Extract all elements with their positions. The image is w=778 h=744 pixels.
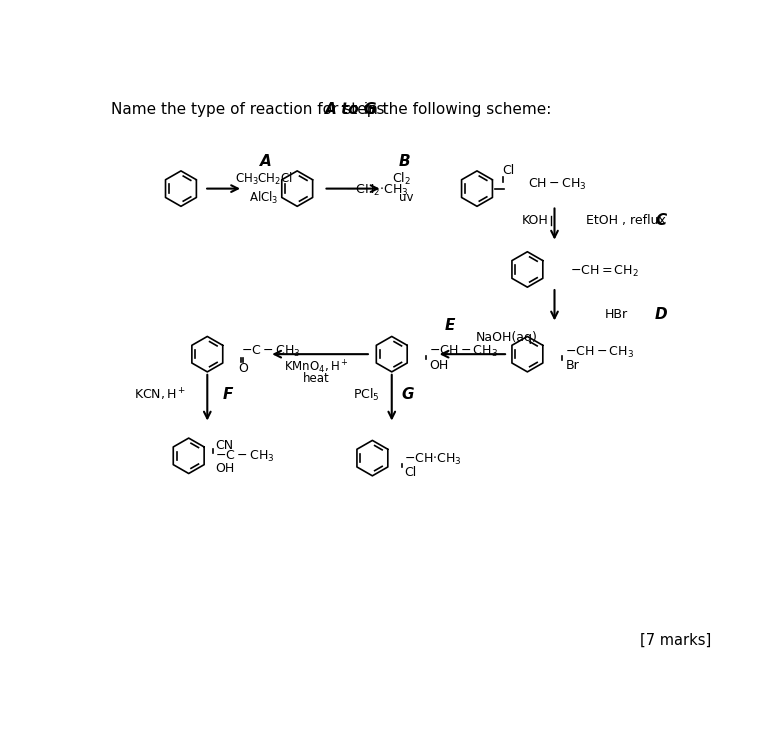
Text: $\mathregular{-CH{\cdot}CH_3}$: $\mathregular{-CH{\cdot}CH_3}$ — [404, 452, 462, 467]
Text: KOH: KOH — [521, 214, 548, 227]
Text: B: B — [399, 154, 411, 169]
Text: OH: OH — [215, 461, 234, 475]
Text: $\mathregular{CH-CH_3}$: $\mathregular{CH-CH_3}$ — [528, 177, 587, 192]
Text: D: D — [655, 307, 668, 321]
Text: C: C — [656, 213, 667, 228]
Text: G: G — [401, 388, 413, 403]
Text: Cl: Cl — [503, 164, 515, 177]
Text: in the following scheme:: in the following scheme: — [359, 102, 552, 117]
Text: CN: CN — [215, 438, 233, 452]
Text: [7 marks]: [7 marks] — [640, 633, 711, 648]
Text: Br: Br — [566, 359, 579, 372]
Text: $\mathregular{-C-CH_3}$: $\mathregular{-C-CH_3}$ — [215, 449, 275, 464]
Text: Name the type of reaction for steps: Name the type of reaction for steps — [111, 102, 390, 117]
Text: heat: heat — [303, 372, 330, 385]
Text: $\mathregular{KCN,H^+}$: $\mathregular{KCN,H^+}$ — [135, 387, 187, 403]
Text: E: E — [445, 318, 455, 333]
Text: $\mathregular{KMnO_4,H^+}$: $\mathregular{KMnO_4,H^+}$ — [284, 359, 349, 376]
Text: EtOH , reflux: EtOH , reflux — [586, 214, 665, 227]
Text: $\mathregular{Cl_2}$: $\mathregular{Cl_2}$ — [392, 170, 412, 187]
Text: $\mathregular{-CH-CH_3}$: $\mathregular{-CH-CH_3}$ — [566, 345, 634, 360]
Text: F: F — [223, 388, 233, 403]
Text: Cl: Cl — [404, 466, 416, 479]
Text: HBr: HBr — [605, 307, 628, 321]
Text: $\mathregular{-C-CH_3}$: $\mathregular{-C-CH_3}$ — [241, 344, 301, 359]
Text: $\mathregular{-CH-CH_3}$: $\mathregular{-CH-CH_3}$ — [429, 344, 498, 359]
Text: O: O — [238, 362, 248, 374]
Text: $\mathregular{CH_3CH_2Cl}$: $\mathregular{CH_3CH_2Cl}$ — [235, 170, 293, 187]
Text: $\mathregular{AlCl_3}$: $\mathregular{AlCl_3}$ — [249, 190, 279, 206]
Text: OH: OH — [429, 359, 448, 372]
Text: uv: uv — [399, 191, 414, 205]
Text: $\mathregular{-CH_2{\cdot}CH_3}$: $\mathregular{-CH_2{\cdot}CH_3}$ — [345, 183, 409, 199]
Text: NaOH(aq): NaOH(aq) — [475, 331, 538, 344]
Text: $\mathregular{-CH{=}CH_2}$: $\mathregular{-CH{=}CH_2}$ — [570, 263, 639, 278]
Text: A: A — [261, 154, 272, 169]
Text: $\mathregular{PCl_5}$: $\mathregular{PCl_5}$ — [353, 387, 380, 403]
Text: A to G: A to G — [325, 102, 377, 117]
